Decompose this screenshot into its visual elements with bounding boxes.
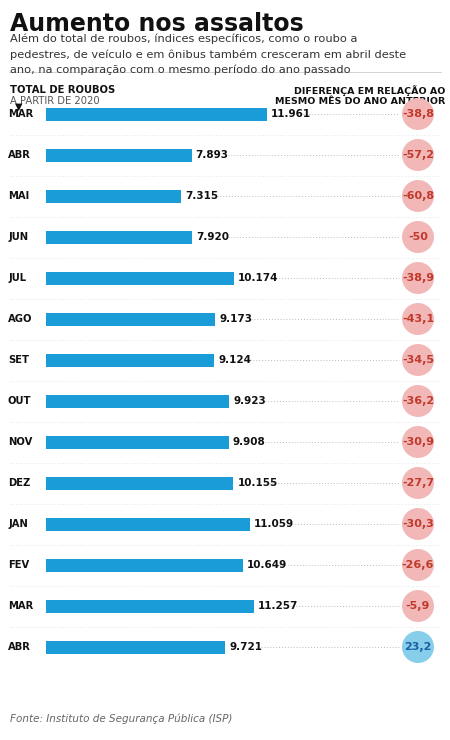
Text: ▼: ▼ bbox=[409, 102, 417, 112]
Text: Aumento nos assaltos: Aumento nos assaltos bbox=[10, 12, 304, 36]
Text: MAR: MAR bbox=[8, 109, 33, 119]
Text: ▼: ▼ bbox=[15, 102, 22, 112]
Text: -36,2: -36,2 bbox=[402, 396, 434, 406]
FancyBboxPatch shape bbox=[46, 559, 243, 571]
Text: -30,9: -30,9 bbox=[402, 437, 434, 447]
Text: 23,2: 23,2 bbox=[404, 642, 432, 652]
Circle shape bbox=[402, 508, 434, 540]
Text: 9.923: 9.923 bbox=[233, 396, 266, 406]
FancyBboxPatch shape bbox=[46, 312, 216, 326]
Text: 11.257: 11.257 bbox=[258, 601, 298, 611]
FancyBboxPatch shape bbox=[46, 189, 181, 203]
Text: 7.315: 7.315 bbox=[185, 191, 218, 201]
Text: -34,5: -34,5 bbox=[402, 355, 434, 365]
Text: -5,9: -5,9 bbox=[406, 601, 430, 611]
Text: JAN: JAN bbox=[8, 519, 28, 529]
Text: 9.124: 9.124 bbox=[218, 355, 252, 365]
Circle shape bbox=[402, 467, 434, 499]
FancyBboxPatch shape bbox=[46, 354, 215, 366]
Circle shape bbox=[402, 426, 434, 458]
Text: MAI: MAI bbox=[8, 191, 29, 201]
Text: TOTAL DE ROUBOS: TOTAL DE ROUBOS bbox=[10, 85, 115, 95]
Text: -26,6: -26,6 bbox=[402, 560, 434, 570]
Text: FEV: FEV bbox=[8, 560, 29, 570]
Circle shape bbox=[402, 139, 434, 171]
Text: AGO: AGO bbox=[8, 314, 32, 324]
Circle shape bbox=[402, 180, 434, 212]
Text: 10.174: 10.174 bbox=[238, 273, 279, 283]
FancyBboxPatch shape bbox=[46, 641, 225, 653]
FancyBboxPatch shape bbox=[46, 394, 229, 408]
Circle shape bbox=[402, 549, 434, 581]
Circle shape bbox=[402, 98, 434, 130]
Circle shape bbox=[402, 385, 434, 417]
Text: -43,1: -43,1 bbox=[402, 314, 434, 324]
Text: 11.961: 11.961 bbox=[271, 109, 311, 119]
FancyBboxPatch shape bbox=[46, 517, 250, 531]
Text: SET: SET bbox=[8, 355, 29, 365]
FancyBboxPatch shape bbox=[46, 149, 192, 161]
Text: Além do total de roubos, índices específicos, como o roubo a
pedestres, de veícu: Além do total de roubos, índices específ… bbox=[10, 34, 406, 75]
Text: NOV: NOV bbox=[8, 437, 32, 447]
Circle shape bbox=[402, 631, 434, 663]
Text: 9.908: 9.908 bbox=[233, 437, 266, 447]
FancyBboxPatch shape bbox=[46, 477, 234, 489]
Text: DEZ: DEZ bbox=[8, 478, 31, 488]
Text: 10.649: 10.649 bbox=[247, 560, 287, 570]
FancyBboxPatch shape bbox=[46, 230, 192, 243]
Text: MAR: MAR bbox=[8, 601, 33, 611]
Circle shape bbox=[402, 221, 434, 253]
Text: 7.920: 7.920 bbox=[196, 232, 229, 242]
Text: DIFERENÇA EM RELAÇÃO AO
MESMO MÊS DO ANO ANTERIOR: DIFERENÇA EM RELAÇÃO AO MESMO MÊS DO ANO… bbox=[275, 85, 445, 107]
Text: 10.155: 10.155 bbox=[238, 478, 278, 488]
Text: -38,8: -38,8 bbox=[402, 109, 434, 119]
Text: -50: -50 bbox=[408, 232, 428, 242]
Text: 7.893: 7.893 bbox=[196, 150, 229, 160]
Text: ABR: ABR bbox=[8, 642, 31, 652]
Circle shape bbox=[402, 590, 434, 622]
Text: Fonte: Instituto de Segurança Pública (ISP): Fonte: Instituto de Segurança Pública (I… bbox=[10, 713, 232, 724]
Text: -60,8: -60,8 bbox=[402, 191, 434, 201]
FancyBboxPatch shape bbox=[46, 436, 229, 448]
Text: -27,7: -27,7 bbox=[402, 478, 434, 488]
Circle shape bbox=[402, 262, 434, 294]
Text: OUT: OUT bbox=[8, 396, 32, 406]
Text: -30,3: -30,3 bbox=[402, 519, 434, 529]
FancyBboxPatch shape bbox=[46, 599, 254, 613]
Text: A PARTIR DE 2020: A PARTIR DE 2020 bbox=[10, 96, 99, 106]
Text: ABR: ABR bbox=[8, 150, 31, 160]
Text: JUL: JUL bbox=[8, 273, 26, 283]
Text: 9.173: 9.173 bbox=[219, 314, 252, 324]
Text: -38,9: -38,9 bbox=[402, 273, 434, 283]
Text: -57,2: -57,2 bbox=[402, 150, 434, 160]
FancyBboxPatch shape bbox=[46, 107, 267, 121]
Circle shape bbox=[402, 303, 434, 335]
Text: 11.059: 11.059 bbox=[254, 519, 294, 529]
Text: JUN: JUN bbox=[8, 232, 28, 242]
FancyBboxPatch shape bbox=[46, 272, 234, 284]
Text: 9.721: 9.721 bbox=[230, 642, 262, 652]
Circle shape bbox=[402, 344, 434, 376]
